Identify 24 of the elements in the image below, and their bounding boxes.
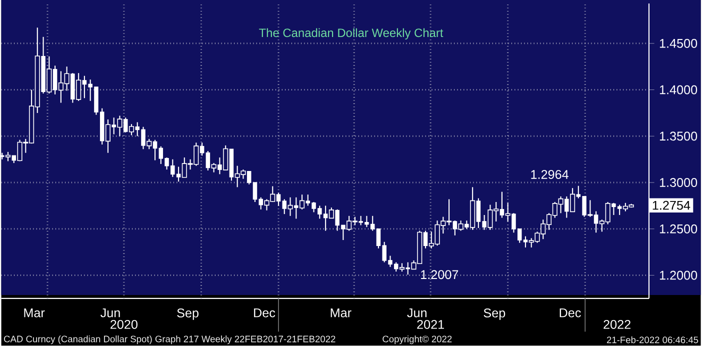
x-tick-label: Dec <box>254 308 276 318</box>
x2-tick-label: 2020 <box>110 320 138 330</box>
text: 21-Feb-2022 06:46:45 <box>606 336 698 344</box>
y-tick-label: 1.2500 <box>660 224 698 234</box>
annotation: 1.2007 <box>421 270 458 280</box>
text: Copyright© 2022 <box>382 336 452 344</box>
x-tick-label: Sep <box>484 308 506 320</box>
x-tick-label: Mar <box>24 308 45 318</box>
x-tick-label: Jun <box>407 308 426 318</box>
y-tick-label: 1.2000 <box>660 270 698 280</box>
annotation: 1.2754 <box>652 200 690 210</box>
y-tick-label: 1.3500 <box>660 132 698 141</box>
text: The Canadian Dollar Weekly Chart <box>259 28 444 40</box>
y-tick-label: 1.4500 <box>660 39 698 48</box>
x-tick-label: Jun <box>100 308 120 318</box>
x2-tick-label: 2022 <box>604 320 630 330</box>
x-tick-label: Dec <box>560 308 581 318</box>
annotation: 1.2964 <box>531 170 568 180</box>
y-tick-label: 1.4000 <box>660 85 698 94</box>
x-tick-label: Sep <box>177 308 198 320</box>
y-tick-label: 1.3000 <box>660 178 698 188</box>
x-tick-label: Mar <box>330 308 352 318</box>
x2-tick-label: 2021 <box>417 320 444 330</box>
text: CAD Curncy (Canadian Dollar Spot) Graph 217 Weekly 22FEB2017-21FEB2022 <box>4 336 336 344</box>
